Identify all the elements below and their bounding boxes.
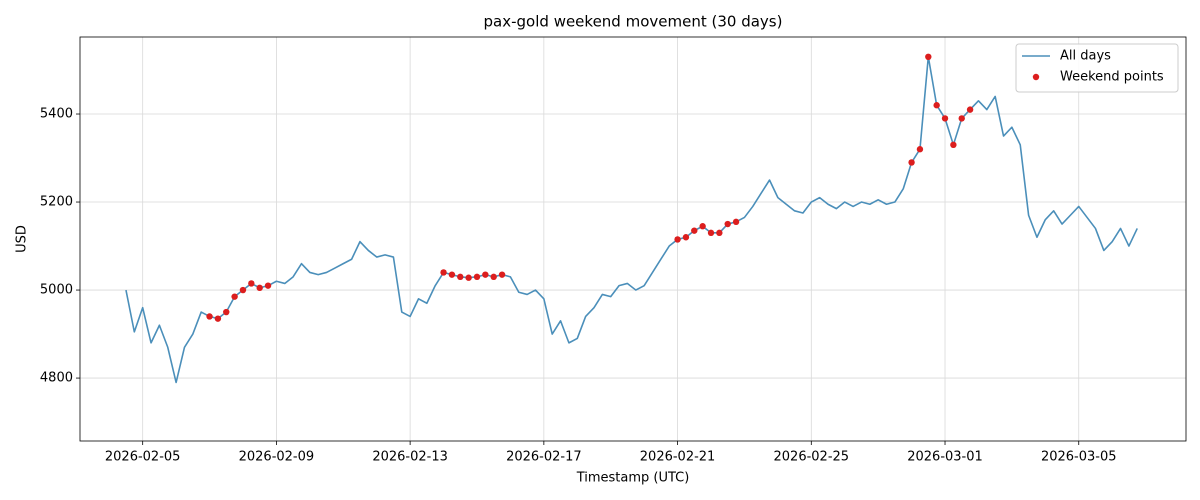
legend-marker (1032, 73, 1040, 81)
weekend-point (958, 115, 965, 122)
weekend-point (231, 293, 238, 300)
weekend-point (916, 146, 924, 153)
weekend-point (473, 273, 481, 281)
y-tick-label: 4800 (40, 371, 73, 386)
weekend-point (498, 271, 506, 278)
y-tick-label: 5000 (40, 283, 73, 298)
weekend-point (239, 286, 247, 294)
weekend-point (206, 313, 213, 320)
x-tick-label: 2026-02-05 (105, 450, 181, 465)
weekend-point (440, 269, 447, 276)
weekend-point (933, 102, 940, 109)
weekend-point (732, 218, 740, 226)
weekend-point (925, 53, 932, 61)
x-axis-label: Timestamp (UTC) (576, 471, 690, 486)
weekend-point (682, 234, 690, 241)
weekend-point (264, 282, 272, 289)
weekend-point (724, 220, 731, 228)
legend-label: Weekend points (1060, 70, 1164, 85)
weekend-point (482, 271, 489, 278)
weekend-point (457, 273, 464, 281)
x-tick-label: 2026-02-21 (640, 450, 716, 465)
x-tick-label: 2026-02-17 (506, 450, 582, 465)
chart-title: pax-gold weekend movement (30 days) (484, 13, 783, 31)
x-tick-label: 2026-02-25 (774, 450, 850, 465)
x-tick-label: 2026-02-09 (239, 450, 315, 465)
weekend-point (214, 315, 222, 322)
weekend-point (707, 229, 715, 237)
weekend-point (966, 106, 974, 113)
weekend-point (941, 115, 949, 122)
weekend-point (448, 271, 456, 278)
weekend-point (908, 159, 915, 166)
y-tick-label: 5200 (40, 195, 73, 210)
x-tick-label: 2026-02-13 (372, 450, 448, 465)
weekend-point (699, 223, 706, 230)
y-axis-label: USD (15, 225, 30, 253)
plot-frame (79, 36, 1187, 442)
weekend-point (950, 141, 957, 149)
weekend-point (465, 274, 472, 281)
x-tick-label: 2026-03-01 (907, 450, 983, 465)
weekend-point (223, 308, 230, 316)
weekend-point (716, 229, 723, 237)
y-tick-label: 5400 (40, 107, 73, 122)
weekend-point (490, 273, 497, 281)
weekend-point (691, 227, 698, 234)
x-tick-label: 2026-03-05 (1041, 450, 1117, 465)
weekend-point (674, 236, 681, 243)
weekend-point (256, 284, 263, 292)
legend-box (1015, 43, 1179, 93)
legend-label: All days (1060, 49, 1111, 64)
weekend-point (248, 280, 255, 287)
